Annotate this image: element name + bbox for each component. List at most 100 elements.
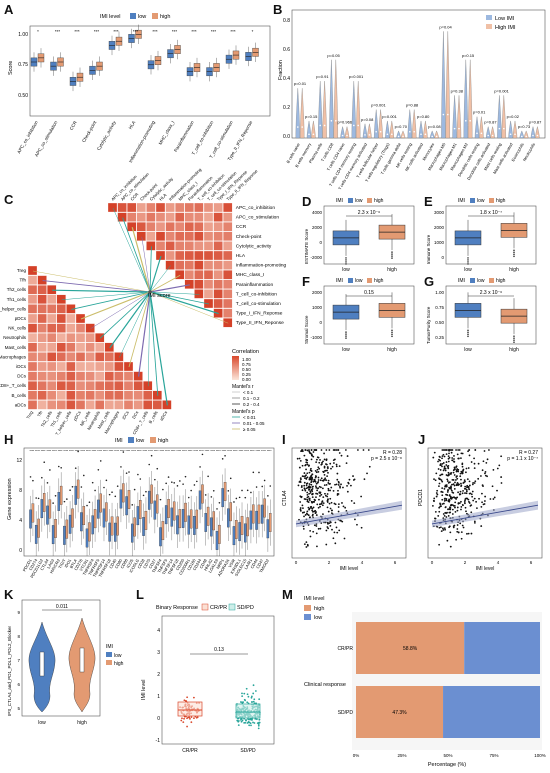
- panel-i-point: [326, 475, 329, 478]
- panel-c-left-cell: [56, 371, 66, 381]
- panel-j-point: [459, 472, 462, 475]
- panel-e-outlier: [513, 253, 515, 256]
- panel-i-point: [316, 468, 319, 471]
- panel-h-outlier: [94, 489, 96, 492]
- panel-i-point: [362, 449, 365, 451]
- panel-i-point: [307, 506, 310, 509]
- panel-i-point: [352, 475, 354, 477]
- panel-c-mantel-line: [61, 291, 151, 301]
- panel-c-mantel-line: [112, 207, 151, 293]
- panel-k-ytick: 8: [17, 634, 20, 639]
- panel-c-left-cell: [66, 333, 76, 343]
- panel-j-xtick: 2: [464, 560, 467, 565]
- panel-c-left-cell: [47, 342, 57, 352]
- panel-h-outlier: [108, 493, 111, 496]
- panel-i-point: [308, 499, 311, 502]
- panel-j-point: [471, 490, 474, 493]
- panel-i-point: [357, 449, 359, 451]
- panel-g-outlier: [513, 341, 515, 343]
- panel-i-point: [320, 502, 323, 505]
- panel-i-point: [325, 479, 328, 482]
- panel-h-outlier: [212, 489, 215, 492]
- panel-h-outlier: [139, 478, 142, 480]
- panel-e-outlier: [513, 249, 515, 252]
- panel-c-top-cell: [223, 212, 233, 222]
- panel-l-pval: 0.13: [214, 647, 224, 653]
- panel-j-point: [442, 502, 445, 505]
- panel-j-point: [444, 506, 447, 509]
- panel-l-ytick: 1: [157, 694, 160, 700]
- panel-h-outlier: [241, 489, 243, 492]
- panel-b-median-dot: [391, 133, 393, 136]
- panel-j-point: [460, 508, 462, 511]
- panel-j-point: [453, 474, 456, 476]
- panel-h-xtick: CD276: [73, 557, 84, 571]
- panel-h-box: [125, 496, 128, 516]
- panel-j-point: [461, 465, 464, 468]
- panel-j-point: [455, 538, 458, 541]
- panel-h-sig-label: ****: [114, 449, 120, 453]
- panel-c-mantel-line: [147, 291, 151, 387]
- panel-c-left-cell: [104, 381, 114, 391]
- panel-j-point: [472, 499, 475, 502]
- panel-b-median-dot: [297, 126, 299, 128]
- panel-c-top-cell: [136, 222, 146, 232]
- panel-d-pval: 2.3 x 10⁻⁶: [358, 210, 381, 216]
- panel-i-point: [303, 477, 306, 480]
- panel-c-mantel-line: [131, 227, 151, 293]
- panel-h-box: [34, 524, 38, 544]
- panel-b-legend-high-swatch: [486, 24, 492, 29]
- panel-j-point: [437, 460, 439, 463]
- panel-h-sig-label: ****: [143, 449, 149, 453]
- panel-h-ytick: 12: [16, 458, 22, 464]
- panel-c-left-cell: [95, 390, 105, 400]
- panel-i-point: [327, 471, 329, 474]
- panel-h-outlier: [52, 502, 54, 504]
- panel-i-point: [332, 537, 335, 540]
- panel-j-point: [446, 539, 449, 542]
- panel-h-outlier: [63, 500, 66, 503]
- panel-k-box-high: [79, 647, 85, 673]
- panel-h-box: [195, 509, 199, 529]
- panel-j-point: [441, 498, 444, 501]
- panel-j-point: [456, 496, 459, 499]
- panel-h-sig-label: ****: [205, 449, 211, 453]
- panel-l-point-sdpd: [247, 721, 250, 724]
- panel-j-point: [456, 506, 459, 509]
- panel-h-sig-label: ****: [227, 449, 233, 453]
- panel-h-ytick: 0: [19, 548, 22, 554]
- panel-j-point: [443, 514, 446, 517]
- panel-c-left-cell: [95, 361, 105, 372]
- panel-i-point: [308, 483, 311, 485]
- panel-l-box-sdpd: [235, 703, 261, 719]
- panel-h-outlier: [179, 480, 181, 482]
- panel-k-ytick: 7: [17, 658, 20, 663]
- panel-l-point-sdpd: [253, 722, 256, 724]
- panel-d-outlier: [345, 261, 347, 263]
- panel-c-left-cell: [75, 361, 86, 372]
- panel-l-legend-title: Binary Response: [156, 605, 198, 611]
- panel-h-box: [170, 507, 174, 527]
- panel-c-left-cell: [133, 390, 143, 400]
- panel-b-median-dot: [521, 135, 523, 138]
- panel-b-pval: p=0.73: [518, 124, 531, 129]
- panel-j-point: [441, 494, 444, 497]
- panel-f-ylabel: Stromal Score: [304, 315, 309, 344]
- panel-j-point: [451, 483, 453, 486]
- panel-b-pval: p=0.87: [484, 120, 497, 125]
- panel-c-top-cell: [194, 260, 204, 270]
- panel-d-legend-low-swatch: [348, 198, 353, 203]
- panel-h-sig-label: ****: [148, 449, 154, 453]
- panel-i-point: [318, 498, 320, 501]
- panel-i-point: [324, 477, 327, 480]
- panel-b-pval: p=0.966: [338, 120, 353, 125]
- panel-h-box: [42, 493, 46, 512]
- panel-j-point: [454, 468, 456, 471]
- panel-c-left-cell: [27, 361, 38, 372]
- panel-i-point: [327, 510, 330, 513]
- panel-h-box: [164, 505, 168, 525]
- panel-h-sig-label: ****: [29, 449, 35, 453]
- panel-i-point: [310, 483, 313, 486]
- panel-c-left-cell: [85, 323, 95, 333]
- panel-j-point: [449, 508, 452, 511]
